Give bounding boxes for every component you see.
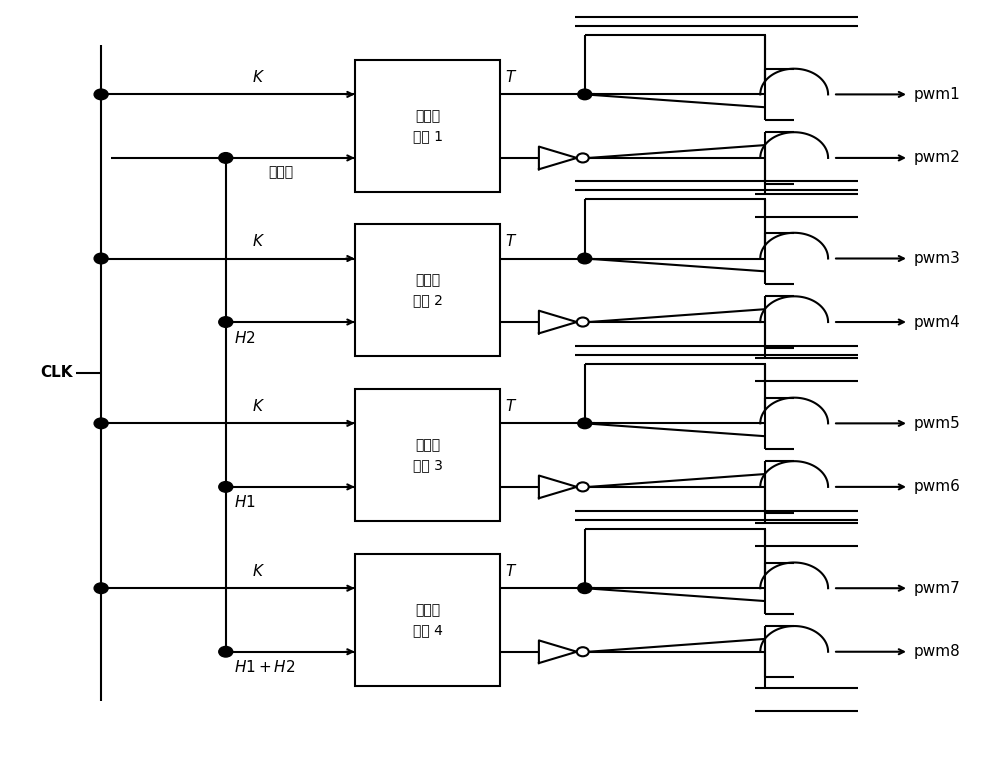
Text: pwm1: pwm1 xyxy=(914,87,961,102)
Text: pwm8: pwm8 xyxy=(914,644,961,660)
Text: $K$: $K$ xyxy=(252,69,265,85)
Text: $T$: $T$ xyxy=(505,563,517,579)
Text: 累加寄
存器 2: 累加寄 存器 2 xyxy=(413,273,443,307)
Circle shape xyxy=(577,153,589,162)
Circle shape xyxy=(219,153,233,163)
Text: 累加寄
存器 1: 累加寄 存器 1 xyxy=(413,109,443,143)
Circle shape xyxy=(577,483,589,491)
Text: pwm7: pwm7 xyxy=(914,581,961,596)
Circle shape xyxy=(578,418,592,429)
Text: pwm2: pwm2 xyxy=(914,150,961,165)
Circle shape xyxy=(578,89,592,99)
Text: $H1$: $H1$ xyxy=(234,494,255,511)
Text: $T$: $T$ xyxy=(505,234,517,250)
Text: pwm3: pwm3 xyxy=(914,251,961,266)
Bar xyxy=(355,224,500,357)
Text: pwm6: pwm6 xyxy=(914,480,961,494)
Text: pwm5: pwm5 xyxy=(914,416,961,431)
Circle shape xyxy=(94,583,108,594)
Text: $K$: $K$ xyxy=(252,563,265,579)
Circle shape xyxy=(219,317,233,327)
Text: $T$: $T$ xyxy=(505,398,517,414)
Text: 累加寄
存器 4: 累加寄 存器 4 xyxy=(413,603,443,637)
Bar xyxy=(355,389,500,521)
Circle shape xyxy=(219,482,233,492)
Circle shape xyxy=(578,583,592,594)
Circle shape xyxy=(94,254,108,264)
Circle shape xyxy=(577,647,589,657)
Text: pwm4: pwm4 xyxy=(914,314,961,329)
Text: 移相量: 移相量 xyxy=(268,165,293,179)
Bar xyxy=(355,60,500,192)
Text: 累加寄
存器 3: 累加寄 存器 3 xyxy=(413,439,443,472)
Bar xyxy=(355,554,500,686)
Circle shape xyxy=(219,647,233,657)
Text: $T$: $T$ xyxy=(505,69,517,85)
Circle shape xyxy=(94,418,108,429)
Circle shape xyxy=(577,317,589,326)
Text: $K$: $K$ xyxy=(252,398,265,414)
Text: $H1+H2$: $H1+H2$ xyxy=(234,660,295,676)
Text: $H2$: $H2$ xyxy=(234,329,255,345)
Text: CLK: CLK xyxy=(40,365,72,380)
Text: $K$: $K$ xyxy=(252,234,265,250)
Circle shape xyxy=(94,89,108,99)
Circle shape xyxy=(578,254,592,264)
